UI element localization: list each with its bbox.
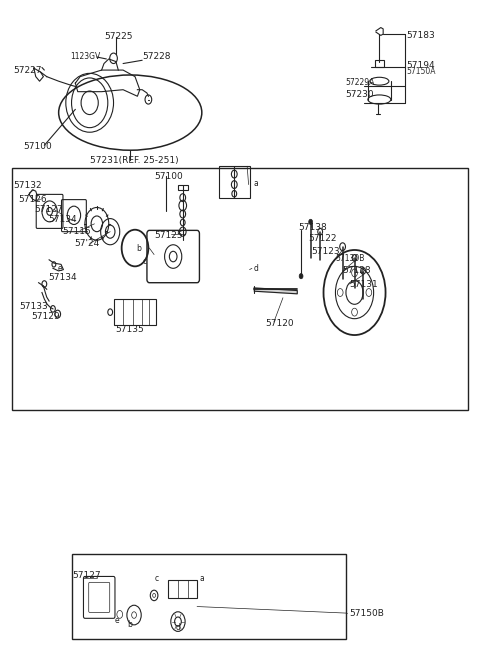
Text: 57100: 57100 (154, 172, 183, 181)
Text: c: c (155, 574, 159, 583)
Text: 57125: 57125 (154, 231, 183, 240)
Text: 57225: 57225 (104, 32, 132, 41)
Text: 57150B: 57150B (349, 608, 384, 618)
Text: 57229A: 57229A (345, 78, 374, 87)
Bar (72, 555, 347, 639)
Text: 57135: 57135 (115, 325, 144, 334)
Text: a: a (253, 179, 258, 188)
Text: 57138: 57138 (298, 223, 327, 233)
Polygon shape (254, 288, 297, 294)
Text: 57130B: 57130B (336, 254, 365, 263)
Text: 57123: 57123 (312, 247, 340, 256)
Text: e: e (58, 264, 62, 273)
Bar (12, 168, 468, 410)
Text: 57126: 57126 (18, 195, 47, 204)
Text: 57133: 57133 (20, 302, 48, 311)
Text: 57194: 57194 (406, 61, 435, 70)
Text: d: d (253, 264, 258, 273)
Text: 57120: 57120 (265, 319, 294, 328)
Text: b: b (136, 244, 141, 252)
Text: 57134: 57134 (48, 215, 77, 224)
Text: 57122: 57122 (308, 234, 337, 242)
Text: a: a (199, 574, 204, 583)
Text: 1123GV: 1123GV (71, 52, 101, 61)
Text: 57115: 57115 (62, 227, 91, 236)
Text: 57100: 57100 (23, 142, 52, 151)
Text: 57230: 57230 (345, 91, 373, 99)
Text: 57129: 57129 (31, 312, 60, 321)
Text: d: d (176, 623, 180, 632)
Text: 57131: 57131 (350, 279, 379, 288)
Text: 57134: 57134 (48, 273, 77, 282)
Text: 57228: 57228 (142, 52, 171, 61)
Text: 57227: 57227 (13, 66, 42, 75)
Text: 57132: 57132 (13, 181, 42, 191)
Text: 57127: 57127 (34, 205, 62, 214)
Text: 57231(REF. 25-251): 57231(REF. 25-251) (90, 156, 178, 165)
Text: b: b (127, 620, 132, 629)
Text: 57150A: 57150A (406, 67, 435, 76)
Circle shape (309, 219, 312, 225)
Text: c: c (142, 257, 146, 265)
Text: e: e (115, 616, 119, 625)
Text: 57183: 57183 (406, 31, 435, 40)
Text: 57127: 57127 (72, 572, 101, 580)
Circle shape (299, 273, 303, 279)
Text: 57'24: 57'24 (74, 239, 99, 248)
Text: 57128: 57128 (343, 267, 371, 275)
